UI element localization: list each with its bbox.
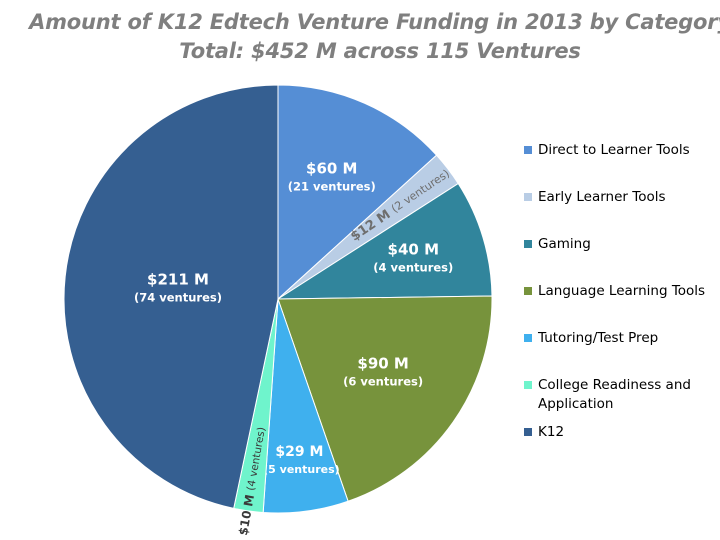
chart-title: Amount of K12 Edtech Venture Funding in …: [29, 10, 720, 34]
legend-swatch: [524, 381, 532, 389]
slice-value-label: $40 M: [388, 240, 439, 258]
legend-label: Gaming: [538, 236, 591, 252]
pie-slice-direct-to-learner-tools: [277, 84, 438, 301]
slice-ventures-label: (6 ventures): [343, 375, 423, 389]
legend-swatch: [524, 334, 532, 342]
slice-label-group: $90 M (6 ventures): [343, 355, 423, 389]
pie-slice-language-learning-tools: [277, 295, 493, 502]
slice-ventures-label: (74 ventures): [134, 291, 222, 305]
legend-swatch: [524, 240, 532, 248]
slice-label-group: $211 M (74 ventures): [134, 271, 222, 305]
slice-label-group: $29 M (5 ventures): [263, 444, 340, 476]
legend-label: Tutoring/Test Prep: [538, 330, 659, 346]
slice-label-group: $60 M (21 ventures): [288, 160, 376, 194]
slice-value-label: $60 M: [306, 160, 357, 178]
slice-ventures-label: (5 ventures): [263, 463, 340, 476]
slice-ventures-label: (21 ventures): [288, 180, 376, 194]
legend-label: College Readiness and Application: [538, 377, 691, 412]
legend-swatch: [524, 146, 532, 154]
pie-slice-gaming: [276, 182, 493, 300]
legend-swatch: [524, 428, 532, 436]
slice-value-label: $90 M: [357, 355, 408, 373]
legend-label: Direct to Learner Tools: [538, 142, 690, 158]
chart-subtitle: Total: $452 M across 115 Ventures: [179, 39, 581, 63]
legend-swatch: [524, 193, 532, 201]
legend-label: Early Learner Tools: [538, 189, 666, 205]
slice-label-group: $40 M (4 ventures): [373, 240, 453, 274]
legend-label: Language Learning Tools: [538, 283, 706, 299]
slice-ventures-label: (4 ventures): [373, 260, 453, 274]
slice-value-label: $211 M: [147, 271, 209, 289]
slice-value-label: $29 M: [275, 444, 323, 460]
pie-slice-k12: [63, 84, 279, 509]
legend-swatch: [524, 287, 532, 295]
legend-label: K12: [538, 424, 565, 440]
